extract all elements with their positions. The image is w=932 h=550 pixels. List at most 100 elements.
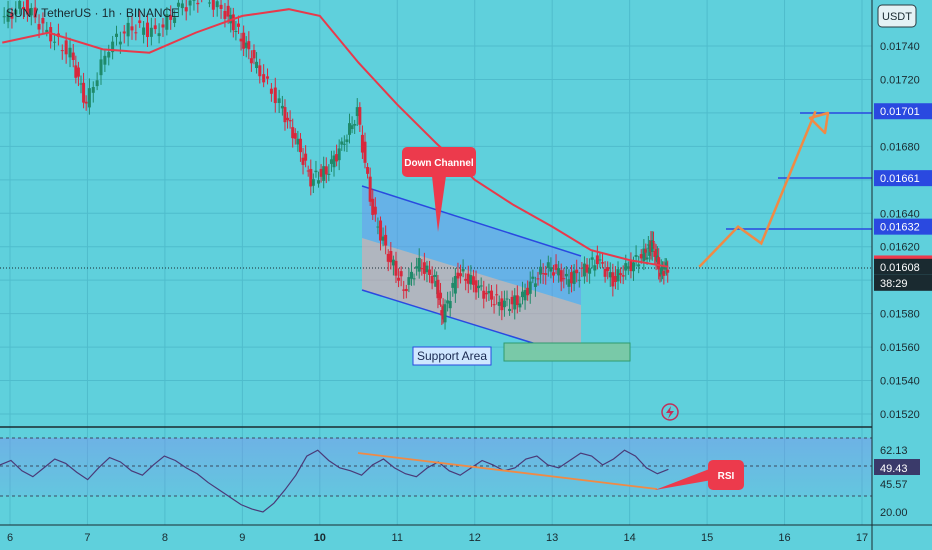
candle-body (544, 273, 548, 275)
candle-body (376, 226, 380, 228)
candle-body (520, 291, 524, 298)
candle-body (601, 262, 605, 264)
time-tick-label: 14 (624, 532, 636, 544)
candle-body (554, 264, 558, 270)
price-tag-bg (874, 103, 932, 120)
candle-body (234, 30, 238, 32)
candle-body (381, 236, 385, 241)
candle-body (593, 265, 597, 271)
rsi-line (0, 449, 669, 513)
candle-body (84, 101, 88, 104)
candle-body (219, 4, 223, 9)
candle-body (539, 266, 543, 275)
candle-body (595, 255, 599, 265)
candle-body (173, 17, 177, 24)
candle-body (386, 253, 390, 262)
candle-body (422, 262, 426, 274)
candle-body (33, 7, 37, 18)
candle-body (541, 273, 545, 275)
currency-badge[interactable]: USDT (877, 4, 917, 28)
price-tick-label: 0.01720 (880, 74, 920, 86)
candle-body (606, 267, 610, 272)
candle-body (619, 273, 623, 275)
candle-body (459, 273, 463, 277)
price-tag-bg (874, 218, 932, 235)
candle-body (298, 138, 302, 153)
candle-body (348, 123, 352, 135)
candle-body (469, 275, 473, 285)
candle-body (286, 117, 290, 121)
candle-body (239, 38, 243, 42)
candle-body (425, 265, 429, 273)
candle-body (384, 234, 388, 246)
time-tick-label: 9 (239, 532, 245, 544)
candle-body (301, 157, 305, 165)
candle-body (317, 180, 321, 184)
candle-body (404, 288, 408, 292)
candle-body (296, 138, 300, 145)
candle-body (536, 278, 540, 280)
candle-body (37, 24, 41, 30)
candle-body (500, 298, 504, 311)
candle-body (335, 154, 339, 162)
candle-body (577, 279, 581, 281)
candle-body (559, 270, 563, 282)
candle-body (273, 87, 277, 104)
candle-body (345, 139, 349, 143)
candle-body (590, 257, 594, 260)
candle-body (567, 279, 571, 287)
rsi-divergence-line (357, 452, 658, 490)
candle-body (546, 262, 550, 268)
candle-body (533, 283, 537, 287)
candle-body (439, 292, 443, 299)
candle-body (53, 41, 57, 43)
candle-body (642, 248, 646, 262)
rsi-tick-label: 45.57 (880, 479, 908, 491)
candle-body (91, 86, 95, 93)
price-tick-label: 0.01520 (880, 409, 920, 421)
candle-body (87, 88, 91, 108)
candle-body (441, 306, 445, 320)
candle-body (223, 10, 227, 19)
candle-body (215, 1, 219, 8)
candlestick-series (2, 0, 670, 330)
candle-body (207, 2, 211, 4)
candle-body (637, 264, 641, 267)
candle-body (611, 272, 615, 287)
candle-body (115, 33, 118, 37)
candle-body (111, 41, 115, 53)
candle-body (340, 141, 344, 145)
price-tag-label: 38:29 (880, 278, 908, 290)
candle-body (14, 9, 18, 15)
candle-body (107, 52, 111, 58)
candle-body (661, 266, 665, 270)
candle-body (366, 167, 370, 174)
projection-arrow-head (808, 111, 830, 135)
candle-body (474, 280, 478, 293)
candle-body (342, 143, 346, 145)
candle-body (652, 241, 656, 243)
candle-body (324, 166, 328, 175)
candle-body (169, 15, 173, 20)
rsi-value-tag (874, 459, 920, 475)
symbol-title[interactable]: SUN / TetherUS · 1h · BINANCE (6, 6, 179, 20)
candle-body (288, 120, 292, 122)
candle-body (510, 296, 514, 305)
candle-body (41, 18, 45, 24)
price-tick-label: 0.01640 (880, 208, 920, 220)
candle-body (319, 168, 323, 177)
candle-body (430, 276, 434, 284)
support-area-label: Support Area (417, 349, 487, 363)
candle-body (479, 285, 483, 287)
support-area-box (503, 342, 631, 362)
candle-body (446, 300, 450, 304)
price-tag-label: 0.01661 (880, 173, 920, 185)
candle-body (497, 301, 501, 306)
candle-body (266, 76, 270, 79)
time-tick-label: 15 (701, 532, 713, 544)
candle-body (464, 278, 468, 281)
time-tick-label: 12 (469, 532, 481, 544)
candle-body (526, 287, 530, 296)
lightning-icon[interactable] (661, 403, 679, 421)
